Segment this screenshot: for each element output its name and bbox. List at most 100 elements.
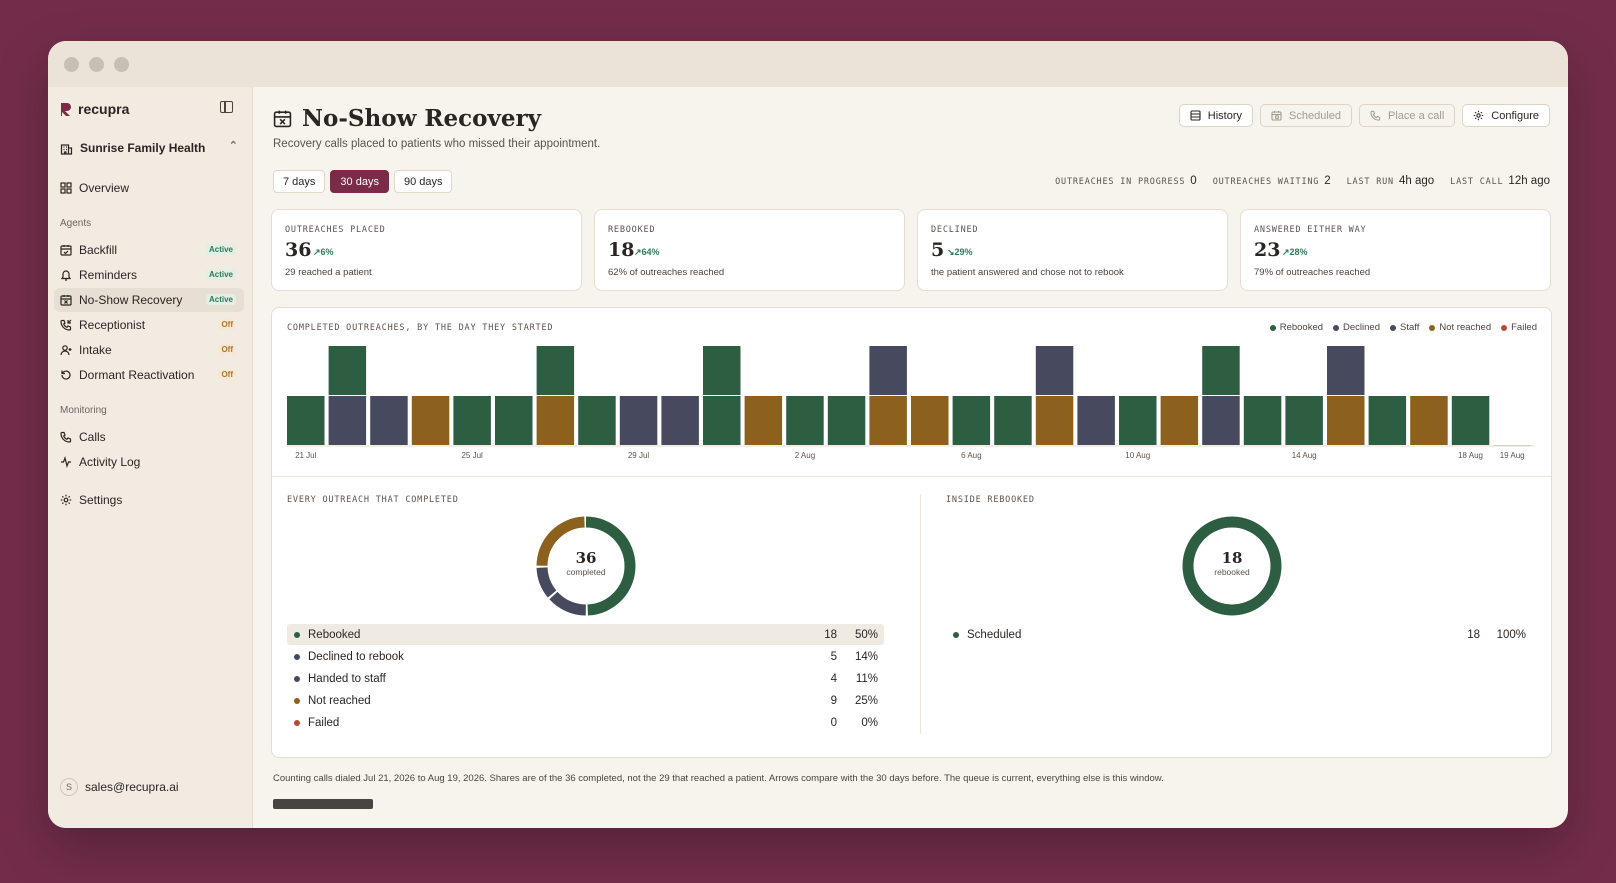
bar-not-reached[interactable] — [536, 396, 575, 445]
bar-declined[interactable] — [869, 346, 907, 395]
history-button[interactable]: History — [1178, 104, 1254, 127]
org-switcher[interactable]: Sunrise Family Health ⌃ — [60, 138, 238, 158]
kpi-note: 29 reached a patient — [285, 267, 372, 278]
bar-not-reached[interactable] — [869, 396, 907, 445]
app-window: recupra Sunrise Family Health ⌃ Overview… — [48, 41, 1568, 828]
rebooked-breakdown-title: INSIDE REBOOKED — [946, 495, 1035, 505]
scheduled-button[interactable]: Scheduled — [1260, 104, 1353, 127]
bar-declined[interactable] — [661, 396, 699, 445]
legend-label: Not reached — [1439, 322, 1492, 333]
bar-rebooked[interactable] — [952, 396, 991, 445]
bar-not-reached[interactable] — [911, 396, 949, 445]
bar-declined[interactable] — [1077, 396, 1115, 445]
bar-declined[interactable] — [619, 396, 658, 445]
bar-declined[interactable] — [328, 396, 367, 445]
sidebar-item-dormant-reactivation[interactable]: Dormant Reactivation Off — [54, 363, 244, 387]
bar-rebooked[interactable] — [1119, 396, 1157, 445]
legend-swatch — [294, 697, 300, 704]
row-label: Not reached — [308, 694, 371, 707]
bar-not-reached[interactable] — [411, 396, 450, 445]
bar-rebooked[interactable] — [827, 396, 866, 445]
bar-declined[interactable] — [1202, 396, 1240, 445]
sidebar-toggle-icon[interactable] — [220, 101, 233, 113]
bar-not-reached[interactable] — [1410, 396, 1448, 445]
sidebar-item-calls[interactable]: Calls — [54, 425, 244, 449]
bar-rebooked[interactable] — [1285, 396, 1323, 445]
donut-center-value: 36 — [575, 549, 597, 567]
bar-rebooked[interactable] — [578, 396, 616, 445]
bar-rebooked[interactable] — [1202, 346, 1240, 395]
kpi-cards: OUTREACHES PLACED 36 ↗6% 29 reached a pa… — [271, 209, 1551, 291]
stat-value: 0 — [1190, 175, 1197, 187]
queue-status: OUTREACHES IN PROGRESS 0 OUTREACHES WAITI… — [1055, 175, 1550, 187]
list-item[interactable]: Failed 0 0% — [287, 712, 884, 733]
window-zoom-dot[interactable] — [114, 57, 129, 72]
kpi-value: 18 — [608, 239, 635, 261]
configure-button[interactable]: Configure — [1462, 104, 1550, 127]
kpi-card-outreaches-placed: OUTREACHES PLACED 36 ↗6% 29 reached a pa… — [271, 209, 582, 291]
legend-declined: Declined — [1333, 322, 1380, 333]
legend-not-reached: Not reached — [1429, 322, 1491, 333]
kpi-card-answered: ANSWERED EITHER WAY 23 ↗28% 79% of outre… — [1240, 209, 1551, 291]
list-item[interactable]: Rebooked 18 50% — [287, 624, 884, 645]
bar-rebooked[interactable] — [1368, 396, 1407, 445]
bar-rebooked[interactable] — [495, 396, 533, 445]
app-logo[interactable]: recupra — [60, 101, 129, 117]
bar-rebooked[interactable] — [786, 396, 824, 445]
window-close-dot[interactable] — [64, 57, 79, 72]
chevron-updown-icon: ⌃ — [228, 140, 238, 152]
bar-not-reached[interactable] — [1327, 396, 1365, 445]
list-item[interactable]: Handed to staff 4 11% — [287, 668, 884, 689]
bar-rebooked[interactable] — [1451, 396, 1490, 445]
sidebar-item-activity-log[interactable]: Activity Log — [54, 450, 244, 474]
bar-rebooked[interactable] — [994, 396, 1032, 445]
activity-icon — [61, 456, 71, 468]
sidebar-item-overview[interactable]: Overview — [54, 176, 244, 200]
bar-not-reached[interactable] — [1035, 396, 1074, 445]
org-name: Sunrise Family Health — [80, 141, 206, 155]
stat-last-call: LAST CALL 12h ago — [1450, 175, 1550, 187]
window-minimize-dot[interactable] — [89, 57, 104, 72]
row-pct: 14% — [854, 650, 878, 663]
sidebar-item-receptionist[interactable]: Receptionist Off — [54, 313, 244, 337]
range-7-days[interactable]: 7 days — [273, 170, 326, 193]
bar-rebooked[interactable] — [453, 396, 491, 445]
bar-rebooked[interactable] — [703, 396, 741, 445]
range-30-days[interactable]: 30 days — [330, 170, 389, 193]
status-badge: Off — [218, 319, 236, 330]
bar-rebooked[interactable] — [328, 346, 367, 395]
bar-declined[interactable] — [370, 396, 408, 445]
app-name: recupra — [78, 101, 130, 117]
stat-waiting: OUTREACHES WAITING 2 — [1213, 175, 1331, 187]
sidebar-item-no-show-recovery[interactable]: No-Show Recovery Active — [54, 288, 244, 312]
chart-title: COMPLETED OUTREACHES, BY THE DAY THEY ST… — [287, 323, 554, 333]
list-item[interactable]: Scheduled 18 100% — [946, 624, 1536, 645]
page-title-text: No-Show Recovery — [302, 105, 541, 132]
sidebar-item-backfill[interactable]: Backfill Active — [54, 238, 244, 262]
sidebar-item-intake[interactable]: Intake Off — [54, 338, 244, 362]
sidebar-item-settings[interactable]: Settings — [54, 488, 244, 512]
bar-declined[interactable] — [1327, 346, 1365, 395]
row-label: Declined to rebook — [308, 650, 404, 663]
list-item[interactable]: Not reached 9 25% — [287, 690, 884, 711]
bar-rebooked[interactable] — [703, 346, 741, 395]
grid-icon — [60, 182, 72, 194]
legend-label: Declined — [1343, 322, 1380, 333]
bar-declined[interactable] — [1035, 346, 1074, 395]
bar-rebooked[interactable] — [287, 396, 325, 445]
bar-not-reached[interactable] — [1160, 396, 1199, 445]
bar-rebooked[interactable] — [536, 346, 575, 395]
sidebar-item-reminders[interactable]: Reminders Active — [54, 263, 244, 287]
user-account[interactable]: S sales@recupra.ai — [60, 778, 179, 796]
legend-swatch — [953, 631, 959, 638]
range-90-days[interactable]: 90 days — [393, 170, 453, 193]
rebooked-slice-0[interactable] — [1182, 516, 1282, 616]
x-tick-label: 2 Aug — [795, 451, 815, 460]
completed-slice-0[interactable] — [536, 516, 636, 616]
list-item[interactable]: Declined to rebook 5 14% — [287, 646, 884, 667]
place-call-button[interactable]: Place a call — [1359, 104, 1456, 127]
bar-not-reached[interactable] — [744, 396, 783, 445]
row-pct: 11% — [855, 672, 878, 685]
kpi-note: 62% of outreaches reached — [608, 267, 725, 278]
bar-rebooked[interactable] — [1243, 396, 1282, 445]
